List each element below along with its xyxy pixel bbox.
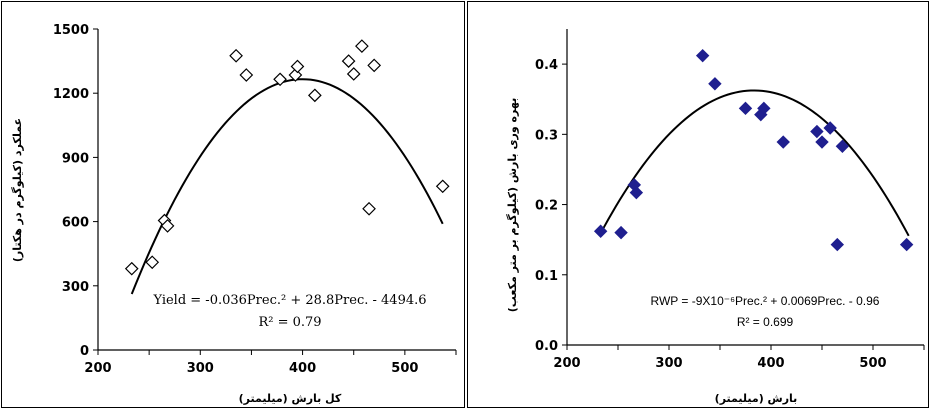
x-axis-ticks: 200 300 400 500 (553, 345, 925, 371)
data-point (346, 67, 361, 81)
y-axis-title: عملکرد (کیلوگرم در هکتار) (11, 118, 24, 262)
data-point (435, 179, 450, 194)
data-point (757, 101, 771, 116)
data-point (273, 72, 287, 87)
data-point (738, 101, 753, 116)
data-point (145, 255, 160, 270)
x-axis-title: کل بارش (ميليمتر) (239, 392, 342, 405)
data-point (815, 135, 829, 149)
rwp-chart: 200 300 400 500 0.0 0.1 0.2 0.3 0.4 RWP = -9X10… (467, 1, 929, 408)
y-tick-label: 1500 (53, 23, 89, 38)
y-tick-label: 1200 (53, 87, 89, 102)
x-tick-label: 400 (757, 356, 784, 371)
data-points (124, 39, 450, 276)
y-axis-ticks: 0 300 600 900 1200 1500 (53, 23, 98, 359)
data-point (614, 225, 628, 240)
y-tick-label: 0.1 (535, 269, 558, 284)
trend-curve (130, 78, 444, 295)
trendline (130, 78, 444, 295)
regression-equation: RWP = -9X10⁻⁶Prec.² + 0.0069Prec. - 0.96 (651, 294, 880, 308)
y-tick-label: 0.4 (535, 58, 558, 73)
data-point (776, 135, 790, 149)
y-tick-label: 0 (80, 344, 89, 359)
data-point (229, 48, 243, 63)
data-point (593, 224, 608, 238)
y-tick-label: 0.2 (535, 199, 558, 214)
x-axis-ticks: 200 300 400 500 (84, 350, 457, 376)
plot-area (97, 29, 456, 351)
data-point (307, 88, 322, 103)
trend-curve (599, 89, 910, 237)
chart-frame (467, 1, 929, 408)
data-point (341, 54, 356, 68)
data-point (835, 139, 850, 153)
r-squared: R² = 0.699 (737, 315, 794, 329)
trendline (599, 89, 910, 237)
data-point (708, 77, 722, 91)
data-point (830, 237, 845, 252)
data-point (367, 58, 382, 73)
x-tick-label: 500 (859, 356, 886, 371)
y-tick-label: 300 (62, 280, 89, 295)
data-point (899, 237, 914, 252)
x-tick-label: 200 (84, 361, 111, 376)
data-points (593, 48, 914, 252)
data-point (810, 124, 824, 139)
y-tick-label: 900 (62, 151, 89, 166)
y-tick-label: 600 (62, 216, 89, 231)
y-tick-label: 0.3 (535, 128, 558, 143)
data-point (160, 219, 175, 233)
y-axis-ticks: 0.0 0.1 0.2 0.3 0.4 (535, 58, 567, 354)
data-point (124, 261, 139, 276)
regression-equation: Yield = -0.036Prec.² + 28.8Prec. - 4494.… (152, 293, 426, 308)
x-tick-label: 300 (655, 356, 682, 371)
data-point (290, 59, 305, 74)
y-tick-label: 0.0 (535, 339, 558, 354)
r-squared: R² = 0.79 (258, 315, 321, 330)
x-tick-label: 500 (391, 361, 418, 376)
data-point (823, 121, 837, 135)
data-point (695, 48, 710, 63)
yield-chart: 200 300 400 500 0 300 600 900 1200 1500 Yield = … (1, 1, 465, 408)
plot-area (566, 29, 924, 346)
x-tick-label: 200 (553, 356, 580, 371)
data-point (355, 39, 369, 53)
data-point (362, 201, 376, 216)
data-point (629, 185, 644, 200)
data-point (239, 68, 254, 82)
x-tick-label: 400 (289, 361, 316, 376)
y-axis-title: بهره وری بارش (کیلوگرم بر متر مکعب) (506, 98, 519, 313)
x-tick-label: 300 (187, 361, 214, 376)
x-axis-title: بارش (ميليمتر) (715, 392, 798, 405)
chart-frame (1, 1, 465, 408)
